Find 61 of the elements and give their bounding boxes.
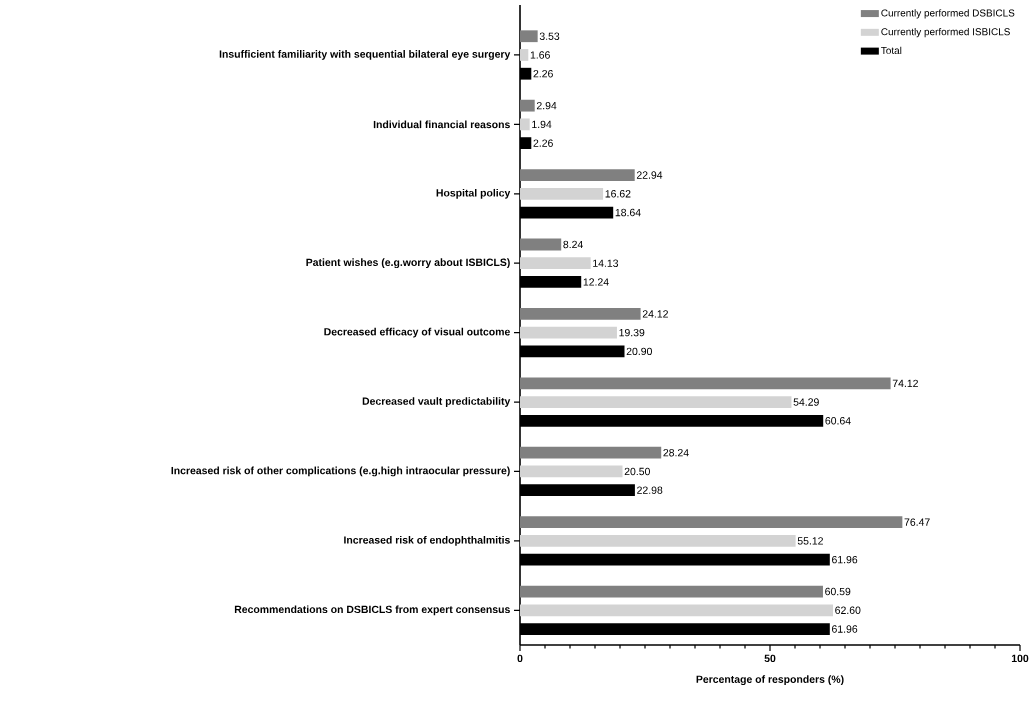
y-tick-label: Recommendations on DSBICLS from expert consensus [234,605,510,616]
data-label: 62.60 [835,606,861,614]
data-label: 20.90 [626,347,652,356]
data-label: 76.47 [904,518,930,526]
bar [520,446,662,459]
data-label: 61.96 [832,625,858,633]
data-label: 54.29 [793,398,819,406]
bar [520,99,535,112]
y-tick-label: Decreased efficacy of visual outcome [324,327,510,338]
bar [520,169,635,181]
data-label: 14.13 [593,259,619,267]
bar [520,465,623,478]
bar [520,604,833,617]
legend-label: Total [881,46,902,55]
bar [520,118,530,131]
bar [520,377,891,390]
data-label: 60.59 [825,587,851,596]
bar [520,30,538,43]
data-label: 1.66 [530,51,550,59]
data-label: 12.24 [583,278,609,286]
data-label: 28.24 [663,449,689,457]
bar [520,238,562,251]
data-label: 3.53 [539,32,560,40]
bar [520,396,792,408]
data-label: 20.50 [624,467,650,476]
x-tick-label: 50 [764,654,776,663]
bar [520,534,796,547]
data-label: 60.64 [825,417,851,425]
data-label: 1.94 [532,120,552,129]
data-label: 8.24 [563,240,583,249]
legend-label: Currently performed DSBICLS [881,9,1015,19]
x-tick-label: 100 [1011,654,1029,663]
data-label: 19.39 [619,328,645,337]
data-label: 2.94 [536,101,557,110]
data-label: 55.12 [797,537,823,545]
y-tick-label: Hospital policy [436,188,511,199]
y-tick-label: Decreased vault predictability [362,397,511,407]
data-label: 61.96 [832,555,858,564]
x-tick-label: 0 [517,654,523,663]
y-tick-label: Patient wishes (e.g.worry about ISBICLS) [306,258,510,269]
bar [520,585,823,598]
data-label: 74.12 [892,379,918,387]
legend-label: Currently performed ISBICLS [881,27,1010,38]
data-label: 2.26 [533,139,553,147]
bar [520,49,529,61]
bar [520,326,617,339]
x-axis-title: Percentage of responders (%) [696,675,844,686]
bar [520,307,641,320]
y-tick-label: Individual financial reasons [373,120,510,129]
data-label: 22.94 [636,171,663,179]
data-label: 16.62 [605,190,631,198]
data-label: 2.26 [533,70,553,78]
y-tick-label: Insufficient familiarity with sequential bilateral eye surgery [219,50,511,60]
bar [520,257,591,270]
bar [520,187,604,200]
data-label: 24.12 [642,310,668,318]
y-tick-label: Increased risk of endophthalmitis [344,536,510,546]
data-label: 18.64 [615,208,641,217]
data-label: 22.98 [637,486,663,494]
bar [520,516,903,529]
y-tick-label: Increased risk of other complications (e.g.high intraocular pressure) [171,466,510,477]
